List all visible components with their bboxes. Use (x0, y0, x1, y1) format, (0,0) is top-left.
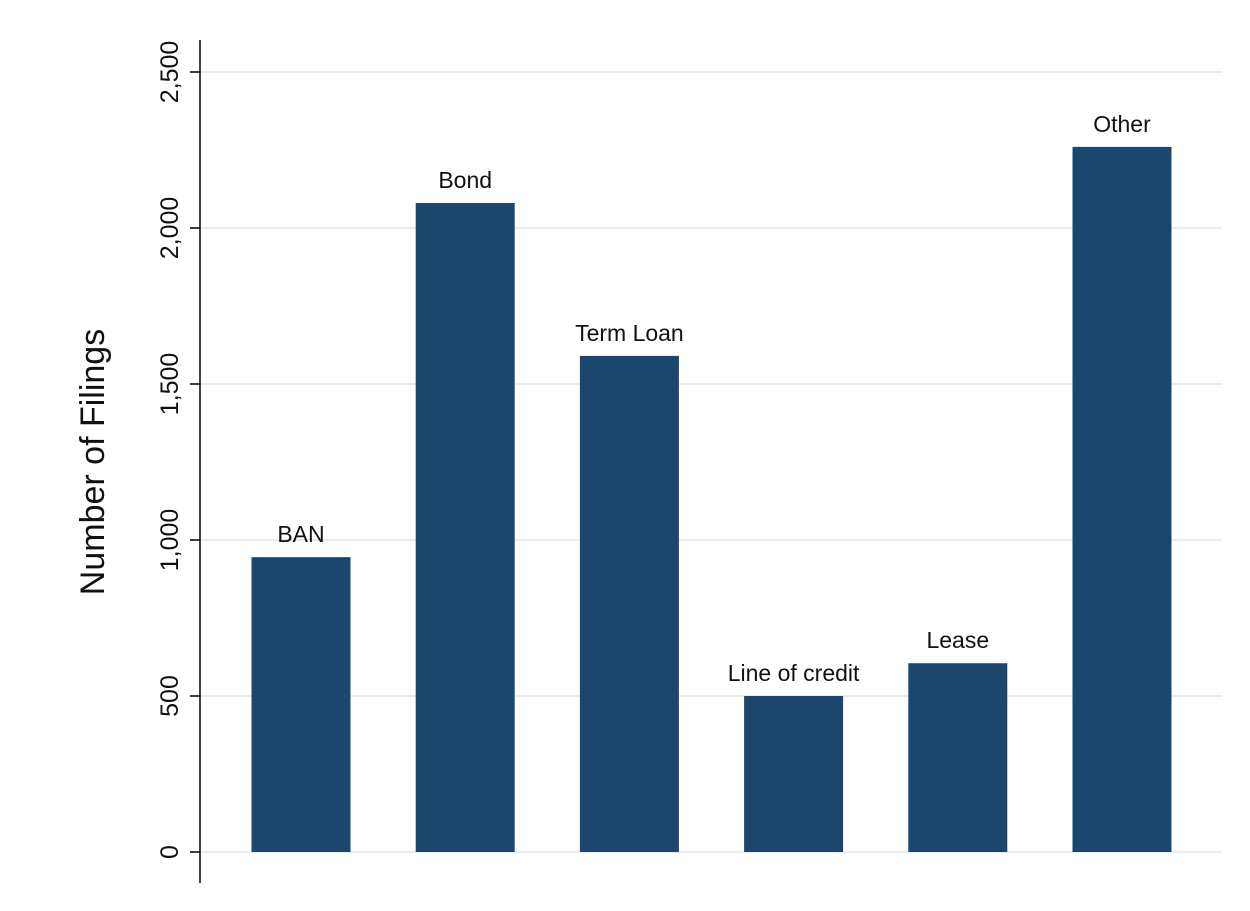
bar-term-loan (579, 355, 679, 852)
y-axis: 0 500 1,000 1,500 2,000 2,500 (156, 40, 201, 883)
bars (251, 146, 1172, 853)
y-axis-title: Number of Filings (74, 329, 112, 595)
grid-lines (200, 71, 1222, 853)
bar-lease (908, 663, 1008, 852)
bar-other (1072, 146, 1172, 852)
y-tick-label: 500 (156, 675, 184, 717)
bar-label: Lease (926, 627, 989, 653)
bar-label: Term Loan (575, 320, 684, 346)
bar-label: BAN (277, 521, 324, 547)
bar-label: Line of credit (728, 660, 860, 686)
y-tick-label: 2,000 (156, 197, 184, 260)
bar-ban (251, 557, 351, 852)
bar-bond (415, 203, 515, 853)
y-tick-label: 2,500 (156, 41, 184, 104)
bar-label: Other (1093, 111, 1151, 137)
bar-labels: BAN Bond Term Loan Line of credit Lease Other (277, 111, 1151, 686)
y-tick-label: 1,000 (156, 509, 184, 572)
bar-line-of-credit (744, 696, 844, 852)
bar-label: Bond (438, 167, 492, 193)
y-tick-label: 1,500 (156, 353, 184, 416)
y-tick-label: 0 (156, 845, 184, 859)
